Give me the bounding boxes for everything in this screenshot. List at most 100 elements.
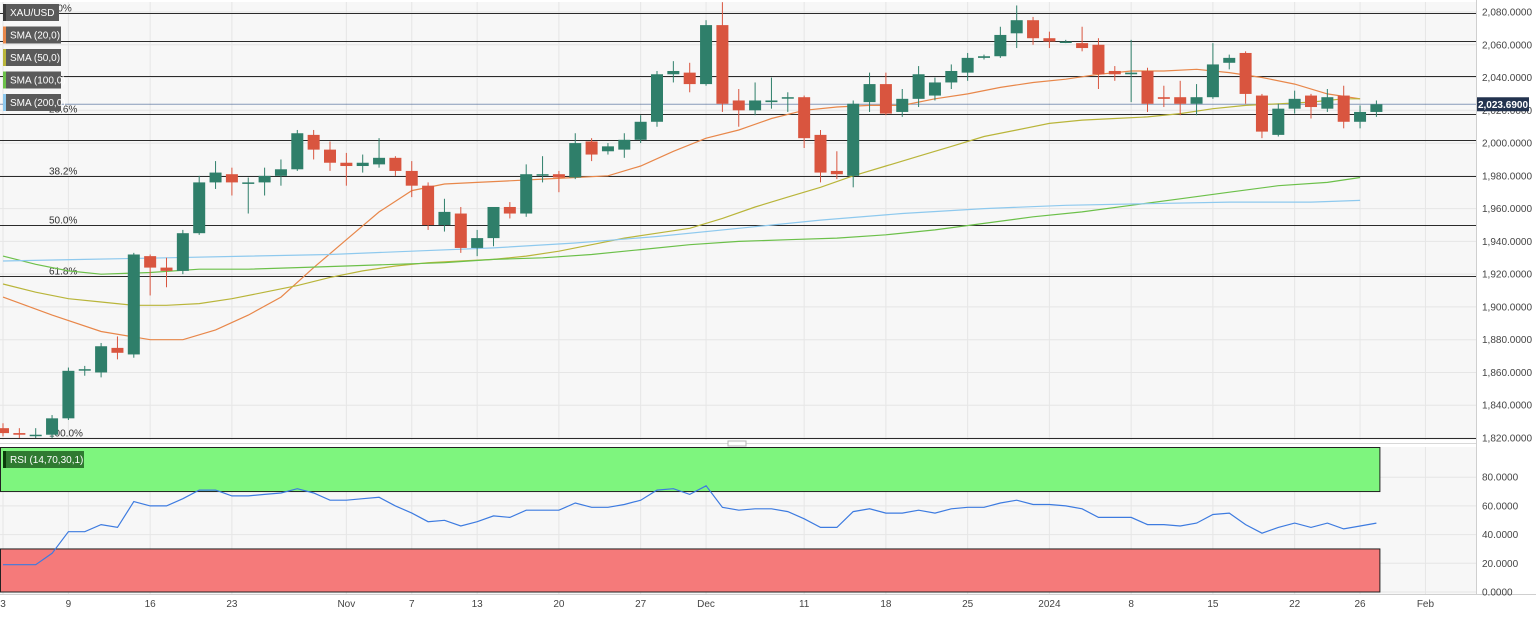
candle[interactable] <box>863 72 876 112</box>
legend-box-bg <box>3 94 61 111</box>
candle[interactable] <box>356 154 369 173</box>
candle[interactable] <box>193 175 206 235</box>
candle[interactable] <box>1190 84 1203 116</box>
candle[interactable] <box>569 133 582 180</box>
candle[interactable] <box>912 66 925 108</box>
candle[interactable] <box>1370 100 1383 117</box>
candle[interactable] <box>29 428 42 438</box>
candle-body <box>127 254 140 355</box>
candle[interactable] <box>1206 43 1219 99</box>
candle[interactable] <box>1076 26 1089 52</box>
legend-item-5[interactable]: SMA (200,0) <box>3 94 66 111</box>
candle[interactable] <box>798 95 811 148</box>
candle[interactable] <box>46 415 59 438</box>
candle[interactable] <box>1027 16 1040 45</box>
candle[interactable] <box>847 100 860 188</box>
candle[interactable] <box>765 77 778 109</box>
candle[interactable] <box>78 365 91 376</box>
candle[interactable] <box>454 206 467 253</box>
legend-item-1[interactable]: XAU/USD <box>3 4 59 21</box>
legend-item-2[interactable]: SMA (20,0) <box>3 26 61 44</box>
candle[interactable] <box>1092 38 1105 90</box>
candle[interactable] <box>1141 67 1154 112</box>
candle[interactable] <box>552 170 565 193</box>
candle[interactable] <box>618 133 631 158</box>
candle[interactable] <box>928 77 941 101</box>
candle[interactable] <box>1108 66 1121 81</box>
candle[interactable] <box>503 202 516 219</box>
candle[interactable] <box>95 342 108 378</box>
candle[interactable] <box>389 156 402 176</box>
candle[interactable] <box>520 164 533 217</box>
candle[interactable] <box>1305 93 1317 119</box>
x-tick-label: Feb <box>1417 599 1435 610</box>
candle[interactable] <box>536 156 549 183</box>
candle[interactable] <box>1337 85 1350 129</box>
candle[interactable] <box>0 423 9 437</box>
candle[interactable] <box>160 257 173 288</box>
candle[interactable] <box>879 72 892 116</box>
candle[interactable] <box>1223 54 1236 70</box>
candle[interactable] <box>258 167 271 196</box>
candle-body <box>422 185 435 225</box>
candle[interactable] <box>127 252 140 358</box>
candle[interactable] <box>324 141 336 171</box>
candle[interactable] <box>1288 90 1301 114</box>
legend-item-4[interactable]: SMA (100,0) <box>3 71 66 89</box>
candle[interactable] <box>487 206 500 247</box>
candle[interactable] <box>978 54 990 60</box>
candle[interactable] <box>945 64 958 90</box>
legend-item-3[interactable]: SMA (50,0) <box>3 49 61 66</box>
candle[interactable] <box>340 152 353 186</box>
candle[interactable] <box>111 336 124 360</box>
candle[interactable] <box>781 92 794 112</box>
candle[interactable] <box>1059 39 1072 44</box>
candle-body <box>95 346 108 373</box>
candle[interactable] <box>1255 93 1268 139</box>
candle[interactable] <box>13 428 26 438</box>
candle[interactable] <box>405 161 418 198</box>
panel-resize-handle[interactable] <box>727 440 747 447</box>
candle[interactable] <box>1239 51 1252 104</box>
candle[interactable] <box>814 129 827 183</box>
candle-body <box>847 103 860 176</box>
candle[interactable] <box>749 82 762 116</box>
candle[interactable] <box>1157 85 1170 108</box>
candle[interactable] <box>732 89 745 127</box>
candle[interactable] <box>291 129 304 171</box>
candle[interactable] <box>274 159 287 186</box>
candle[interactable] <box>830 151 843 180</box>
candle[interactable] <box>422 182 435 230</box>
candle[interactable] <box>373 138 386 168</box>
candle[interactable] <box>994 26 1007 58</box>
rsi-legend[interactable]: RSI (14,70,30,1) <box>3 451 84 468</box>
candle[interactable] <box>1354 105 1367 129</box>
candle-body <box>896 98 909 112</box>
candle[interactable] <box>961 52 974 81</box>
candle[interactable] <box>62 367 75 420</box>
candle[interactable] <box>307 129 320 160</box>
candle[interactable] <box>438 198 451 232</box>
candle[interactable] <box>1125 39 1138 103</box>
candle[interactable] <box>1272 103 1285 137</box>
candle[interactable] <box>634 115 647 144</box>
candle[interactable] <box>896 89 909 117</box>
candle[interactable] <box>1043 31 1056 49</box>
candle-body <box>1157 97 1170 99</box>
candle[interactable] <box>667 61 680 83</box>
candle[interactable] <box>471 229 484 257</box>
candle[interactable] <box>225 167 238 196</box>
candle[interactable] <box>716 2 729 112</box>
candle[interactable] <box>700 20 713 86</box>
candle[interactable] <box>176 229 189 275</box>
candle[interactable] <box>1174 80 1187 116</box>
candle[interactable] <box>651 70 663 127</box>
candle[interactable] <box>242 177 255 214</box>
candle[interactable] <box>601 143 614 155</box>
candle[interactable] <box>209 161 222 189</box>
candle[interactable] <box>585 138 598 162</box>
candle[interactable] <box>683 62 696 93</box>
candle[interactable] <box>144 254 157 296</box>
candle[interactable] <box>1010 5 1023 49</box>
candle[interactable] <box>1321 89 1334 112</box>
